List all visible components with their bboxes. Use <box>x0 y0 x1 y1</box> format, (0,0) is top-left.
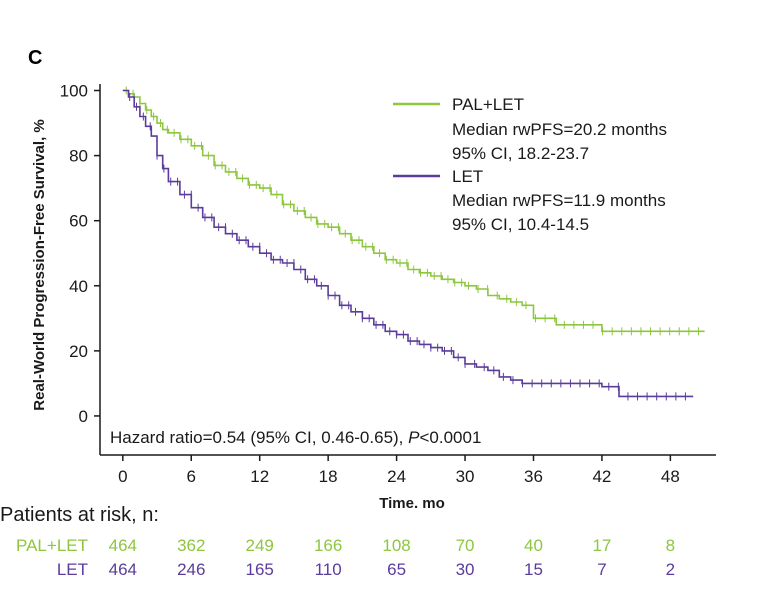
risk-value: 110 <box>315 560 342 579</box>
series-line-let <box>122 89 694 398</box>
risk-row-label: LET <box>57 560 88 579</box>
y-tick-label: 60 <box>69 212 88 231</box>
risk-value: 108 <box>382 536 410 555</box>
risk-value: 2 <box>666 560 675 579</box>
risk-value: 17 <box>592 536 611 555</box>
risk-table-title: Patients at risk, n: <box>0 504 159 526</box>
risk-value: 40 <box>524 536 543 555</box>
risk-value: 8 <box>666 536 675 555</box>
x-axis-title: Time. mo <box>379 495 445 512</box>
x-ticks: 0 6 12 18 24 30 36 42 48 <box>118 455 680 486</box>
risk-table: PAL+LET 464 362 249 166 108 70 40 17 8 LET 464 246 16… <box>16 536 675 579</box>
x-tick-label: 24 <box>387 467 406 486</box>
x-tick-label: 6 <box>187 467 196 486</box>
legend: PAL+LET Median rwPFS=20.2 months 95% CI,… <box>393 95 667 234</box>
y-tick-label: 80 <box>69 147 88 166</box>
x-tick-label: 48 <box>661 467 680 486</box>
x-tick-label: 36 <box>524 467 543 486</box>
x-tick-label: 18 <box>319 467 338 486</box>
x-tick-label: 12 <box>250 467 269 486</box>
legend-series-median: Median rwPFS=11.9 months <box>452 191 666 210</box>
risk-value: 464 <box>109 560 137 579</box>
risk-value: 7 <box>597 560 606 579</box>
p-symbol: P <box>408 428 420 447</box>
risk-value: 166 <box>314 536 342 555</box>
y-axis-title: Real-World Progression-Free Survival, % <box>31 119 48 410</box>
risk-value: 362 <box>177 536 205 555</box>
risk-value: 65 <box>387 560 406 579</box>
survival-curves <box>122 86 705 401</box>
risk-value: 464 <box>109 536 137 555</box>
y-tick-label: 20 <box>69 342 88 361</box>
risk-value: 249 <box>246 536 274 555</box>
legend-series-name: PAL+LET <box>452 95 524 114</box>
risk-value: 70 <box>456 536 475 555</box>
hazard-ratio-annotation: Hazard ratio=0.54 (95% CI, 0.46-0.65), P… <box>110 428 481 447</box>
panel-label: C <box>28 47 42 69</box>
x-tick-label: 0 <box>118 467 127 486</box>
y-ticks: 0 20 40 60 80 100 <box>60 82 100 426</box>
risk-value: 30 <box>456 560 475 579</box>
y-tick-label: 0 <box>79 407 88 426</box>
p-value: <0.0001 <box>419 428 481 447</box>
x-tick-label: 30 <box>456 467 475 486</box>
y-tick-label: 40 <box>69 277 88 296</box>
x-tick-label: 42 <box>592 467 611 486</box>
hazard-ratio-prefix: Hazard ratio=0.54 (95% CI, 0.46-0.65), <box>110 428 408 447</box>
series-line-pal-let <box>122 89 705 333</box>
risk-value: 15 <box>524 560 543 579</box>
legend-series-ci: 95% CI, 18.2-23.7 <box>452 144 589 163</box>
risk-row-label: PAL+LET <box>16 536 88 555</box>
legend-series-median: Median rwPFS=20.2 months <box>452 120 667 139</box>
legend-series-name: LET <box>452 167 483 186</box>
legend-series-ci: 95% CI, 10.4-14.5 <box>452 215 589 234</box>
y-tick-label: 100 <box>60 82 88 101</box>
risk-value: 165 <box>246 560 274 579</box>
risk-value: 246 <box>177 560 205 579</box>
